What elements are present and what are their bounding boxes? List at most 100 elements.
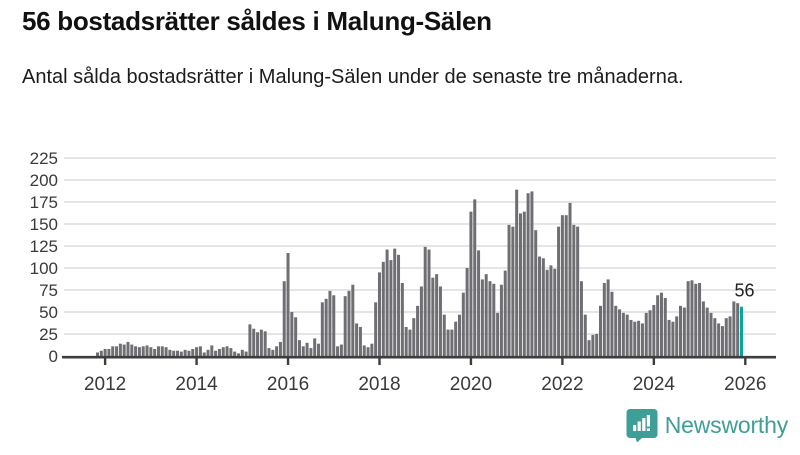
bar bbox=[621, 312, 625, 356]
bar bbox=[629, 319, 633, 356]
bar bbox=[400, 282, 404, 356]
bar bbox=[172, 350, 176, 356]
bar bbox=[461, 292, 465, 356]
y-axis-tick-label: 50 bbox=[39, 303, 58, 322]
bar bbox=[339, 344, 343, 356]
bar bbox=[366, 347, 370, 356]
chart-subtitle: Antal sålda bostadsrätter i Malung-Sälen… bbox=[22, 66, 684, 88]
bar bbox=[103, 348, 107, 356]
bar bbox=[111, 346, 115, 356]
bar bbox=[389, 260, 393, 356]
bar bbox=[515, 189, 519, 356]
x-axis-tick-label: 2026 bbox=[724, 374, 766, 395]
bar bbox=[553, 268, 557, 356]
bar bbox=[442, 314, 446, 356]
bar bbox=[137, 347, 141, 356]
bar bbox=[671, 321, 675, 356]
bar bbox=[450, 329, 454, 356]
bar bbox=[412, 318, 416, 356]
bar bbox=[317, 343, 321, 356]
bar bbox=[728, 316, 732, 356]
x-axis-tick-label: 2024 bbox=[633, 374, 676, 395]
bar bbox=[217, 348, 221, 356]
x-axis-tick-label: 2014 bbox=[175, 374, 218, 395]
bar bbox=[351, 284, 355, 356]
bar bbox=[195, 347, 199, 356]
bar bbox=[118, 343, 122, 356]
y-axis-tick-label: 0 bbox=[49, 347, 58, 366]
bar bbox=[126, 341, 130, 356]
bar bbox=[477, 250, 481, 356]
bar bbox=[679, 305, 683, 356]
bar bbox=[362, 345, 366, 356]
bar bbox=[393, 248, 397, 356]
bar bbox=[153, 348, 157, 356]
bar bbox=[713, 318, 717, 356]
bar bbox=[259, 329, 263, 356]
bar bbox=[305, 342, 309, 356]
bar bbox=[560, 215, 564, 356]
bar bbox=[663, 297, 667, 356]
bar bbox=[301, 346, 305, 356]
bar bbox=[282, 281, 286, 356]
bar bbox=[248, 324, 252, 356]
bar bbox=[633, 321, 637, 356]
bar bbox=[202, 352, 206, 356]
bar bbox=[614, 305, 618, 356]
bar bbox=[530, 191, 534, 356]
newsworthy-logo: Newsworthy bbox=[626, 408, 788, 442]
bar bbox=[267, 348, 271, 356]
bar bbox=[652, 304, 656, 356]
bar bbox=[541, 258, 545, 356]
bar bbox=[518, 213, 522, 356]
bar bbox=[583, 314, 587, 356]
page-title: 56 bostadsrätter såldes i Malung-Sälen bbox=[22, 6, 492, 36]
bar bbox=[336, 346, 340, 356]
y-axis-tick-label: 150 bbox=[30, 215, 58, 234]
bar bbox=[705, 307, 709, 356]
bar bbox=[435, 274, 439, 356]
bar bbox=[343, 296, 347, 356]
bar bbox=[198, 346, 202, 356]
bar bbox=[564, 215, 568, 356]
bar bbox=[252, 328, 256, 356]
bar bbox=[682, 307, 686, 356]
bar bbox=[534, 230, 538, 356]
bar bbox=[572, 224, 576, 356]
bar bbox=[233, 351, 237, 356]
bar bbox=[465, 268, 469, 356]
x-axis-tick-label: 2016 bbox=[267, 374, 309, 395]
bar bbox=[297, 340, 301, 356]
bar bbox=[236, 353, 240, 356]
bar bbox=[427, 249, 431, 356]
bar bbox=[214, 350, 218, 356]
y-axis-tick-label: 25 bbox=[39, 325, 58, 344]
bar bbox=[275, 346, 279, 356]
bar bbox=[397, 254, 401, 356]
bar bbox=[332, 295, 336, 356]
bar bbox=[576, 226, 580, 356]
bar bbox=[309, 348, 313, 356]
bar bbox=[358, 326, 362, 356]
bar bbox=[229, 348, 233, 356]
bar bbox=[141, 346, 145, 356]
bar bbox=[187, 350, 191, 356]
bar bbox=[690, 280, 694, 356]
bar bbox=[492, 283, 496, 356]
bar bbox=[591, 334, 595, 356]
bar bbox=[545, 269, 549, 356]
bar bbox=[134, 346, 138, 356]
bar bbox=[656, 295, 660, 356]
bar bbox=[183, 349, 187, 356]
bar bbox=[324, 298, 328, 356]
bar bbox=[210, 345, 214, 356]
bar bbox=[522, 211, 526, 356]
bar bbox=[720, 326, 724, 356]
bar bbox=[168, 349, 172, 356]
bar bbox=[480, 279, 484, 356]
bar bbox=[659, 292, 663, 356]
last-value-annotation: 56 bbox=[734, 281, 754, 301]
brand-name: Newsworthy bbox=[664, 411, 788, 438]
bar bbox=[320, 302, 324, 356]
bar bbox=[408, 329, 412, 356]
